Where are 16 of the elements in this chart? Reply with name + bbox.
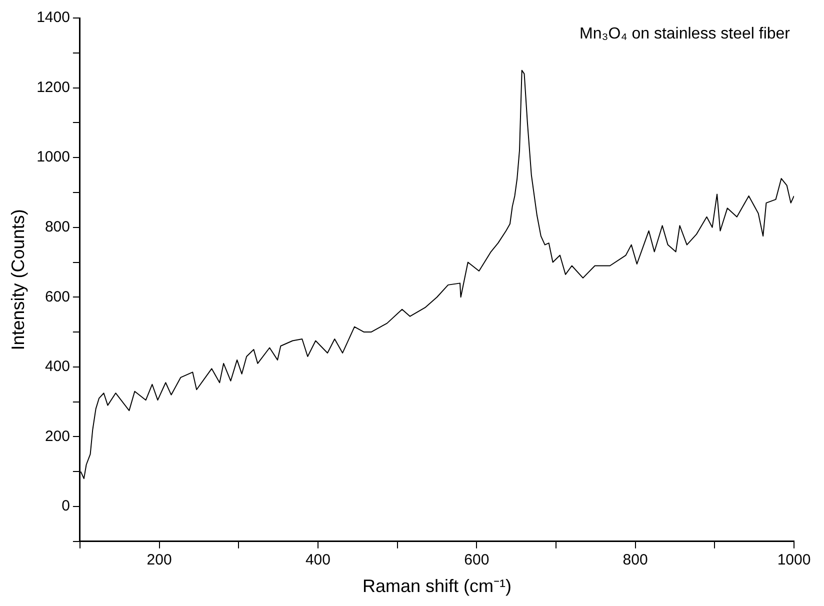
x-tick-label: 400 — [305, 552, 330, 569]
annotation: Mn₃O₄ on stainless steel fiber — [580, 25, 791, 42]
y-tick-label: 600 — [44, 288, 70, 306]
y-tick-label: 800 — [44, 218, 70, 236]
y-tick-label: 1200 — [36, 78, 70, 96]
x-tick-label: 200 — [146, 552, 172, 569]
y-tick-label: 1000 — [36, 148, 70, 166]
y-axis-title: Intensity (Counts) — [8, 209, 28, 350]
y-tick-label: 200 — [44, 428, 70, 445]
y-tick-label: 0 — [62, 498, 70, 515]
y-tick-label: 400 — [44, 358, 70, 376]
y-tick-label: 1400 — [36, 9, 70, 26]
x-tick-label: 800 — [622, 552, 648, 569]
x-axis-title: Raman shift (cm⁻¹) — [362, 576, 512, 596]
x-tick-label: 1000 — [777, 552, 811, 569]
x-tick-label: 600 — [464, 552, 490, 569]
